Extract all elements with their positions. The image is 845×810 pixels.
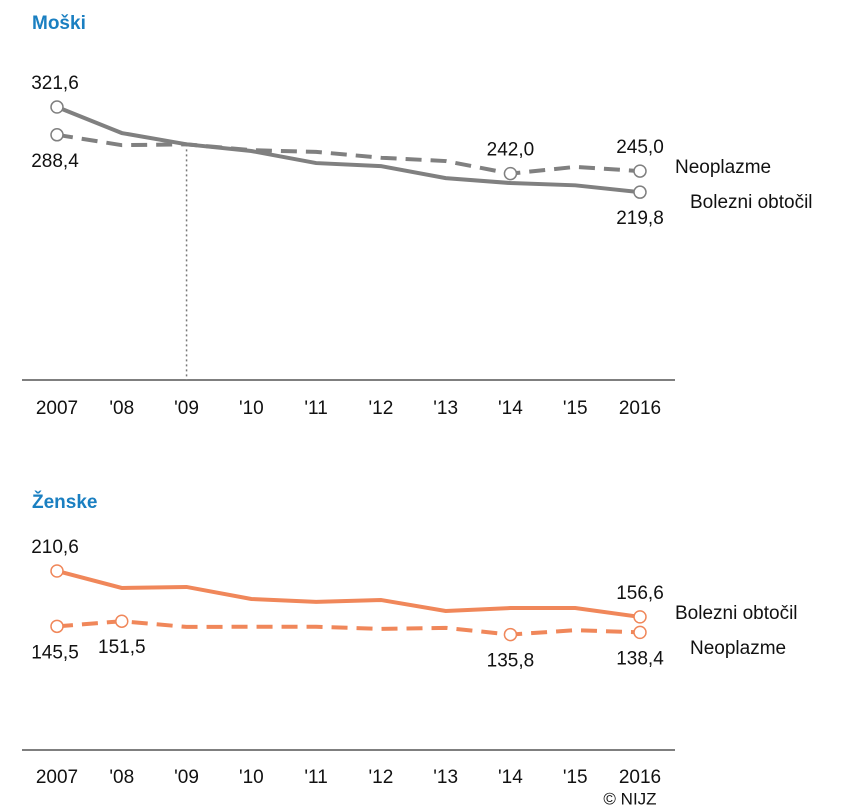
point-marker <box>633 164 647 178</box>
value-label: 151,5 <box>98 637 146 658</box>
series-line <box>56 105 641 195</box>
x-tick-label: '14 <box>498 767 523 788</box>
point-marker <box>50 564 64 578</box>
legend-label: Neoplazme <box>690 638 786 659</box>
x-tick-label: '10 <box>239 398 264 419</box>
value-label: 138,4 <box>616 648 664 669</box>
x-tick-label: 2016 <box>619 398 661 419</box>
chart-title: Moški <box>32 13 86 34</box>
point-marker <box>50 100 64 114</box>
point-marker <box>633 610 647 624</box>
x-tick-label: '09 <box>174 767 199 788</box>
point-marker <box>633 185 647 199</box>
legend-label: Neoplazme <box>675 157 771 178</box>
series-line <box>56 569 641 619</box>
value-label: 156,6 <box>616 583 664 604</box>
x-tick-label: '12 <box>369 767 394 788</box>
x-tick-label: '11 <box>304 767 327 788</box>
chart-title: Ženske <box>32 491 97 513</box>
value-label: 145,5 <box>31 642 79 663</box>
point-marker <box>50 619 64 634</box>
x-tick-label: '14 <box>498 398 523 419</box>
x-tick-label: 2007 <box>36 767 78 788</box>
value-label: 321,6 <box>31 73 79 94</box>
point-marker <box>50 128 64 142</box>
point-marker <box>633 625 647 640</box>
series-line <box>56 619 641 637</box>
point-marker <box>503 627 518 642</box>
x-tick-label: '12 <box>369 398 394 419</box>
x-tick-label: '13 <box>433 767 458 788</box>
x-tick-label: '08 <box>109 398 134 419</box>
x-tick-label: '10 <box>239 767 264 788</box>
x-tick-label: '09 <box>174 398 199 419</box>
x-tick-label: '15 <box>563 767 588 788</box>
x-tick-label: '08 <box>109 767 134 788</box>
legend-label: Bolezni obtočil <box>690 192 813 213</box>
value-label: 242,0 <box>487 140 535 161</box>
value-label: 210,6 <box>31 537 79 558</box>
value-label: 288,4 <box>31 151 79 172</box>
legend-label: Bolezni obtočil <box>675 603 798 624</box>
copyright: © NIJZ <box>603 789 656 808</box>
value-label: 245,0 <box>616 137 664 158</box>
point-marker <box>115 614 129 628</box>
x-tick-label: '13 <box>433 398 458 419</box>
x-tick-label: '11 <box>304 398 327 419</box>
value-label: 135,8 <box>487 651 535 672</box>
point-marker <box>503 166 518 181</box>
x-tick-label: '15 <box>563 398 588 419</box>
x-tick-label: 2007 <box>36 398 78 419</box>
x-tick-label: 2016 <box>619 767 661 788</box>
series-line <box>56 132 641 176</box>
value-label: 219,8 <box>616 208 664 229</box>
